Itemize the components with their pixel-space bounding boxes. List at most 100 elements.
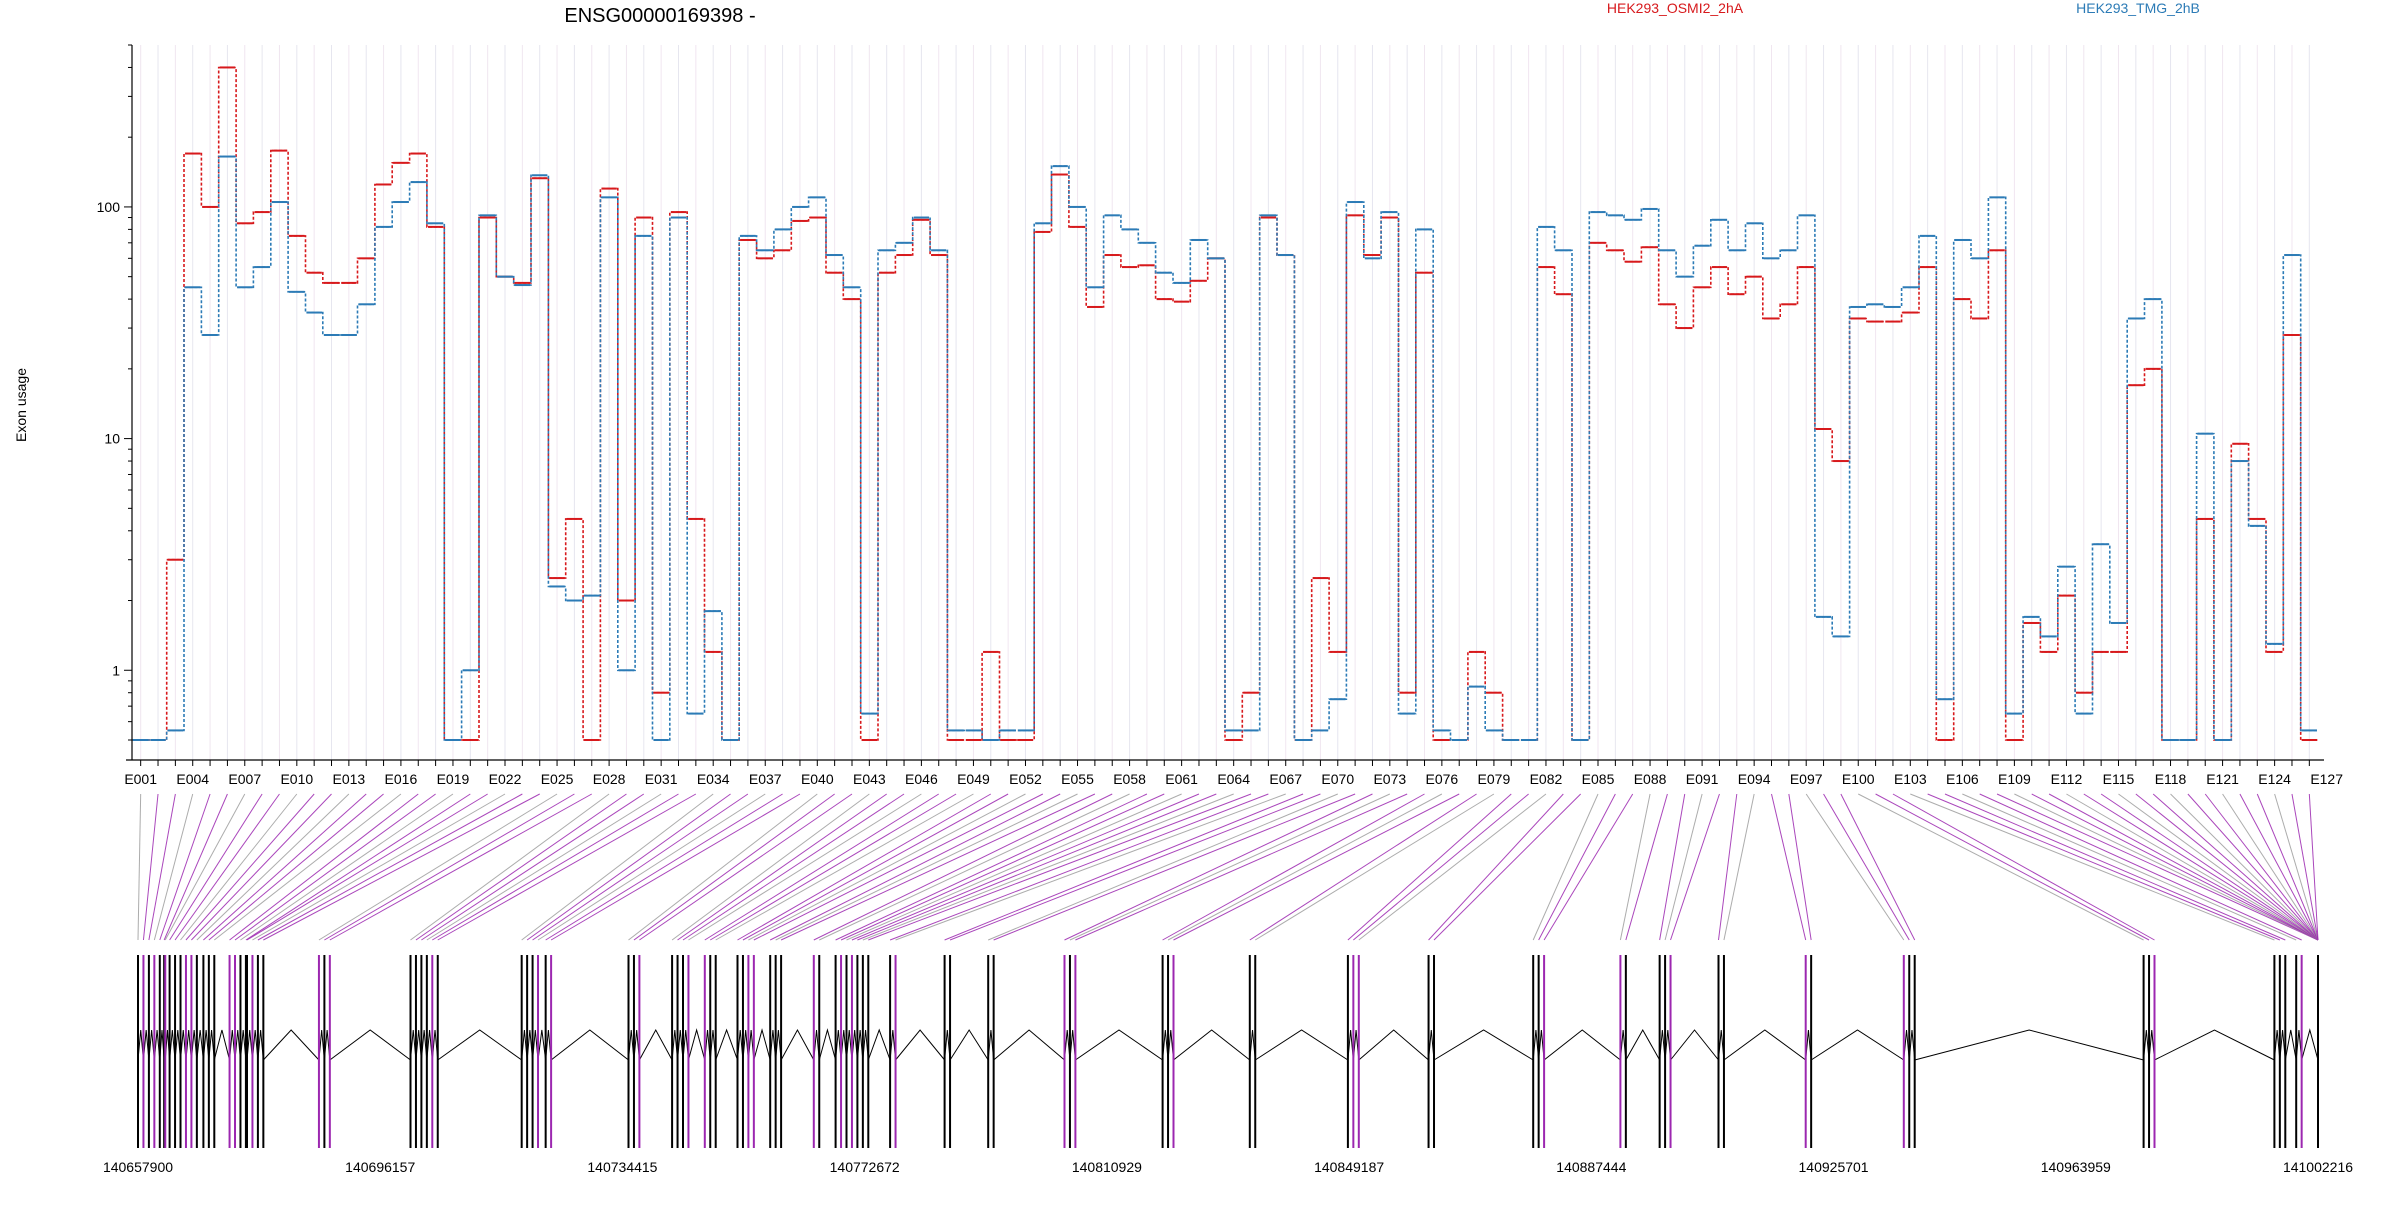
intron: [2301, 1028, 2319, 1061]
x-tick-label: E112: [2051, 771, 2083, 787]
intron: [196, 1029, 204, 1061]
connector-line: [851, 793, 1200, 941]
x-tick-label: E004: [176, 771, 209, 787]
x-tick-label: E037: [749, 771, 782, 787]
intron: [1433, 1029, 1534, 1061]
connector-line: [889, 793, 1269, 941]
intron: [550, 1029, 629, 1061]
connector-line: [2031, 793, 2319, 941]
x-tick-label: E094: [1738, 771, 1771, 787]
connector-line: [245, 793, 471, 941]
connector-line: [2274, 793, 2319, 941]
connector-line: [868, 793, 1252, 941]
connector-line: [1347, 793, 1512, 941]
connector-line: [1718, 793, 1738, 941]
y-tick-label: 10: [104, 431, 120, 447]
intron: [2154, 1029, 2275, 1061]
genomic-tick-label: 140925701: [1799, 1159, 1869, 1175]
chart-title: ENSG00000169398 -: [564, 5, 755, 27]
x-tick-label: E124: [2258, 771, 2291, 787]
x-tick-label: E127: [2310, 771, 2343, 787]
intron: [2284, 1029, 2297, 1061]
series-lines: [132, 66, 2318, 741]
connector-line: [1173, 793, 1460, 941]
x-tick-label: E061: [1165, 771, 1198, 787]
connector-line: [2256, 793, 2319, 941]
connector-line: [191, 793, 332, 941]
x-tick-label: E028: [593, 771, 626, 787]
connector-line: [2083, 793, 2319, 941]
connector-line: [148, 793, 176, 941]
connector-line: [213, 793, 402, 941]
connector-line: [1927, 793, 2281, 941]
connector-line: [2308, 793, 2319, 941]
connector-line: [164, 793, 246, 941]
intron: [1358, 1029, 1429, 1061]
genomic-tick-label: 140810929: [1072, 1159, 1142, 1175]
connector-line: [628, 793, 818, 941]
connector-line: [1875, 793, 2150, 941]
connector-line: [633, 793, 835, 941]
genomic-tick-label: 140657900: [103, 1159, 173, 1175]
connector-line: [545, 793, 783, 941]
connector-line: [318, 793, 558, 941]
connector-line: [1788, 793, 1812, 941]
x-tick-label: E040: [801, 771, 834, 787]
connector-line: [1162, 793, 1425, 941]
connector-line: [203, 793, 367, 941]
genomic-tick-label: 140849187: [1314, 1159, 1384, 1175]
x-tick-label: E070: [1321, 771, 1354, 787]
intron: [329, 1029, 411, 1061]
connector-line: [835, 793, 1148, 941]
x-tick-label: E055: [1061, 771, 1094, 787]
connector-line: [185, 793, 315, 941]
connector-line: [769, 793, 1061, 941]
vertical-grid: [140, 45, 2310, 760]
x-tick-label: E115: [2103, 771, 2135, 787]
intron: [537, 1029, 547, 1061]
connector-line: [1433, 793, 1582, 941]
connector-line: [1358, 793, 1547, 941]
x-tick-label: E031: [645, 771, 678, 787]
connector-line: [2170, 793, 2319, 941]
intron: [1543, 1029, 1621, 1061]
connector-line: [2014, 793, 2319, 941]
connector-line: [688, 793, 922, 941]
intron: [1723, 1029, 1806, 1061]
connector-line: [682, 793, 905, 941]
connector-line: [780, 793, 1096, 941]
connector-line: [137, 793, 142, 941]
connector-line: [1069, 793, 1391, 941]
x-tick-label: E109: [1998, 771, 2031, 787]
connector-line: [432, 793, 679, 941]
x-tick-label: E076: [1426, 771, 1459, 787]
connector-line: [949, 793, 1321, 941]
x-tick-label: E091: [1686, 771, 1719, 787]
connector-line: [1996, 793, 2319, 941]
genomic-tick-label: 140887444: [1556, 1159, 1626, 1175]
connector-line: [415, 793, 627, 941]
intron: [1625, 1028, 1661, 1061]
x-tick-label: E010: [280, 771, 313, 787]
connector-line: [677, 793, 887, 941]
connector-line: [715, 793, 974, 941]
connector-line: [142, 793, 159, 941]
exon-connectors: [137, 793, 2319, 941]
intron: [1670, 1029, 1719, 1061]
connector-line: [521, 793, 714, 941]
connector-line: [2135, 793, 2319, 941]
intron: [867, 1028, 891, 1061]
x-tick-label: E019: [437, 771, 470, 787]
connector-line: [421, 793, 645, 941]
x-tick-label: E025: [541, 771, 574, 787]
connector-line: [1532, 793, 1599, 941]
connector-line: [2048, 793, 2319, 941]
connector-line: [993, 793, 1356, 941]
x-tick-label: E118: [2155, 771, 2187, 787]
intron: [1914, 1029, 2144, 1061]
genomic-tick-label: 140772672: [830, 1159, 900, 1175]
connector-line: [234, 793, 436, 941]
genomic-tick-label: 141002216: [2283, 1159, 2353, 1175]
x-tick-label: E067: [1269, 771, 1302, 787]
connector-line: [1625, 793, 1668, 941]
